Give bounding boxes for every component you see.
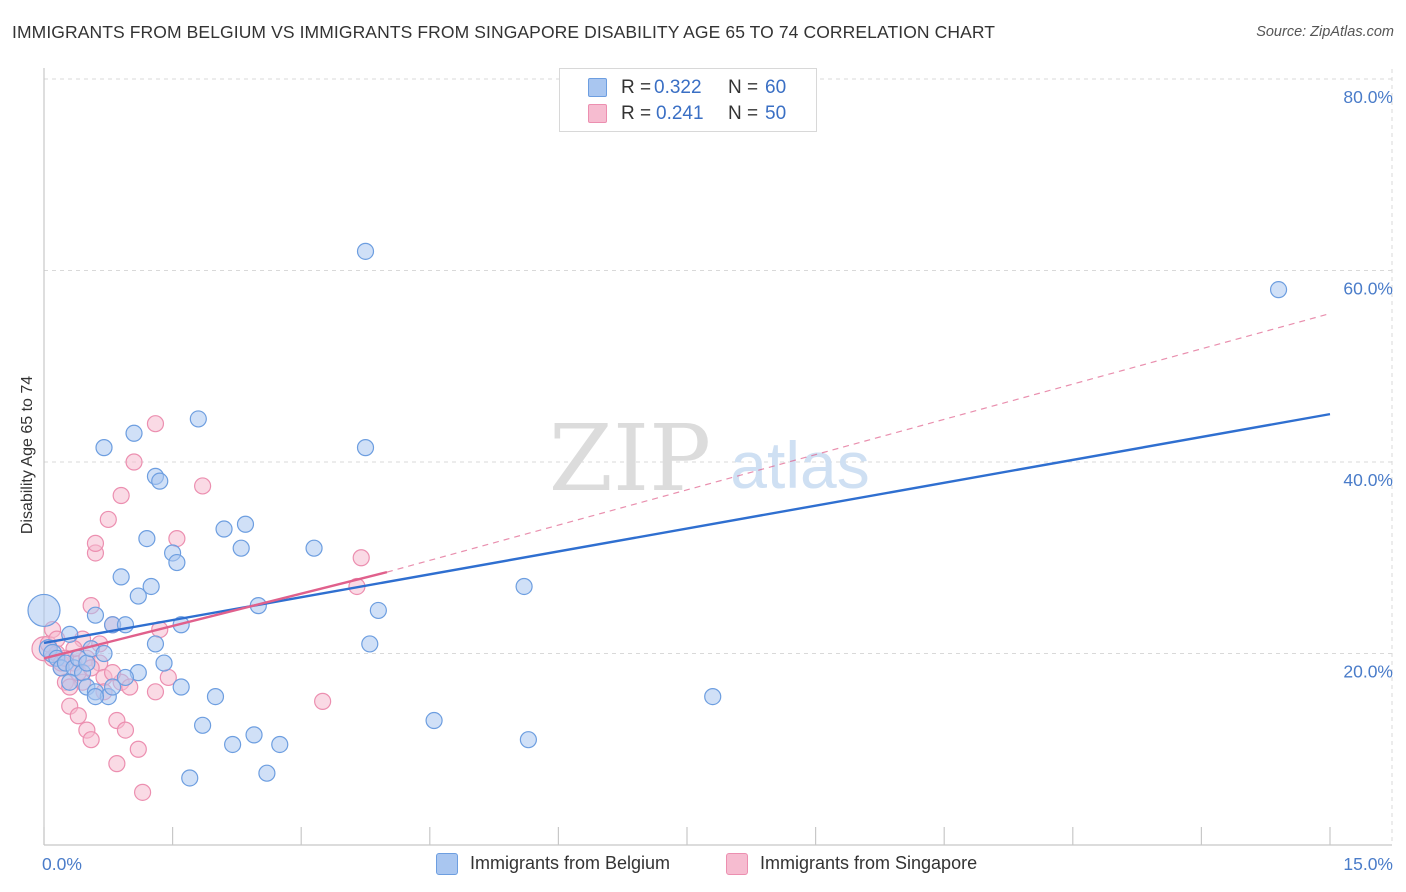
x-tick-label: 0.0% bbox=[42, 854, 82, 874]
source-credit: Source: ZipAtlas.com bbox=[1256, 24, 1394, 40]
belgium-point bbox=[142, 577, 160, 596]
belgium-point bbox=[95, 439, 113, 457]
singapore-point bbox=[116, 721, 135, 739]
singapore-point bbox=[194, 477, 212, 495]
singapore-points bbox=[31, 415, 370, 801]
belgium-point bbox=[224, 735, 242, 754]
belgium-point bbox=[258, 764, 276, 782]
belgium-point bbox=[78, 654, 96, 672]
belgium-r-value: 0.322 bbox=[654, 77, 702, 98]
r-label: R = bbox=[621, 103, 652, 124]
axes bbox=[43, 68, 1392, 846]
singapore-point bbox=[146, 683, 165, 701]
y-tick-label: 20.0% bbox=[1343, 662, 1393, 682]
belgium-point bbox=[168, 553, 186, 572]
singapore-point bbox=[352, 549, 370, 567]
singapore-r-value: 0.241 bbox=[656, 103, 704, 124]
belgium-point bbox=[116, 668, 135, 687]
belgium-point bbox=[151, 472, 169, 490]
n-label: N = bbox=[728, 77, 759, 98]
singapore-swatch bbox=[726, 853, 748, 875]
singapore-point bbox=[146, 415, 165, 433]
belgium-points bbox=[27, 242, 1288, 787]
belgium-point bbox=[245, 726, 263, 744]
stats-legend: R = 0.322 N = 60 R = 0.241 N = 50 bbox=[559, 68, 817, 132]
belgium-point bbox=[206, 687, 225, 706]
belgium-n-value: 60 bbox=[765, 77, 787, 98]
belgium-point bbox=[103, 678, 122, 696]
belgium-point bbox=[1269, 281, 1288, 299]
belgium-point bbox=[361, 635, 379, 653]
belgium-point bbox=[129, 587, 147, 605]
belgium-point bbox=[95, 644, 113, 663]
belgium-point bbox=[215, 520, 233, 538]
singapore-trend-line bbox=[43, 570, 388, 660]
belgium-point bbox=[519, 731, 537, 749]
singapore-point bbox=[69, 707, 87, 725]
belgium-point bbox=[704, 687, 722, 706]
gridlines bbox=[44, 69, 1393, 845]
legend-label-belgium: Immigrants from Belgium bbox=[470, 853, 671, 873]
belgium-point bbox=[27, 593, 61, 628]
watermark-atlas: atlas bbox=[730, 428, 869, 502]
n-label: N = bbox=[728, 103, 759, 124]
chart-title: IMMIGRANTS FROM BELGIUM VS IMMIGRANTS FR… bbox=[12, 22, 996, 42]
belgium-point bbox=[146, 635, 165, 653]
belgium-point bbox=[369, 601, 387, 620]
y-tick-label: 80.0% bbox=[1343, 87, 1393, 107]
singapore-point bbox=[86, 534, 105, 552]
belgium-point bbox=[236, 515, 255, 533]
belgium-point bbox=[112, 568, 130, 586]
belgium-point bbox=[356, 242, 375, 260]
watermark: ZIP atlas bbox=[549, 405, 870, 512]
y-tick-label: 40.0% bbox=[1343, 470, 1393, 490]
trend-lines bbox=[43, 313, 1331, 660]
belgium-point bbox=[425, 711, 443, 730]
watermark-zip: ZIP bbox=[549, 405, 711, 512]
belgium-point bbox=[181, 769, 199, 787]
belgium-point bbox=[232, 539, 250, 557]
singapore-point bbox=[108, 755, 126, 773]
belgium-point bbox=[61, 673, 79, 691]
belgium-point bbox=[86, 687, 105, 706]
singapore-trend-extension bbox=[386, 313, 1331, 573]
singapore-point bbox=[133, 783, 152, 801]
belgium-point bbox=[138, 529, 156, 548]
singapore-point bbox=[125, 453, 143, 471]
belgium-point bbox=[271, 735, 289, 754]
singapore-point bbox=[82, 731, 100, 749]
singapore-point bbox=[99, 510, 117, 529]
series-legend: Immigrants from Belgium Immigrants from … bbox=[0, 852, 1406, 878]
singapore-swatch bbox=[588, 104, 607, 123]
belgium-swatch bbox=[436, 853, 458, 875]
belgium-point bbox=[305, 539, 323, 557]
legend-label-singapore: Immigrants from Singapore bbox=[760, 853, 978, 873]
singapore-point bbox=[129, 740, 147, 758]
belgium-point bbox=[155, 654, 173, 672]
belgium-point bbox=[194, 716, 212, 734]
tick-labels: 20.0% 40.0% 60.0% 80.0% 0.0% 15.0% bbox=[42, 87, 1393, 874]
singapore-n-value: 50 bbox=[765, 103, 787, 124]
y-tick-label: 60.0% bbox=[1343, 279, 1393, 299]
singapore-point bbox=[168, 529, 186, 548]
belgium-point bbox=[515, 577, 533, 596]
singapore-point bbox=[112, 486, 130, 505]
belgium-point bbox=[172, 678, 190, 696]
belgium-point bbox=[356, 439, 375, 457]
singapore-point bbox=[314, 692, 332, 710]
r-label: R = bbox=[621, 77, 652, 98]
belgium-point bbox=[125, 424, 143, 442]
belgium-point bbox=[189, 410, 207, 428]
belgium-point bbox=[86, 606, 105, 624]
belgium-swatch bbox=[588, 78, 607, 97]
x-tick-label: 15.0% bbox=[1343, 854, 1393, 874]
